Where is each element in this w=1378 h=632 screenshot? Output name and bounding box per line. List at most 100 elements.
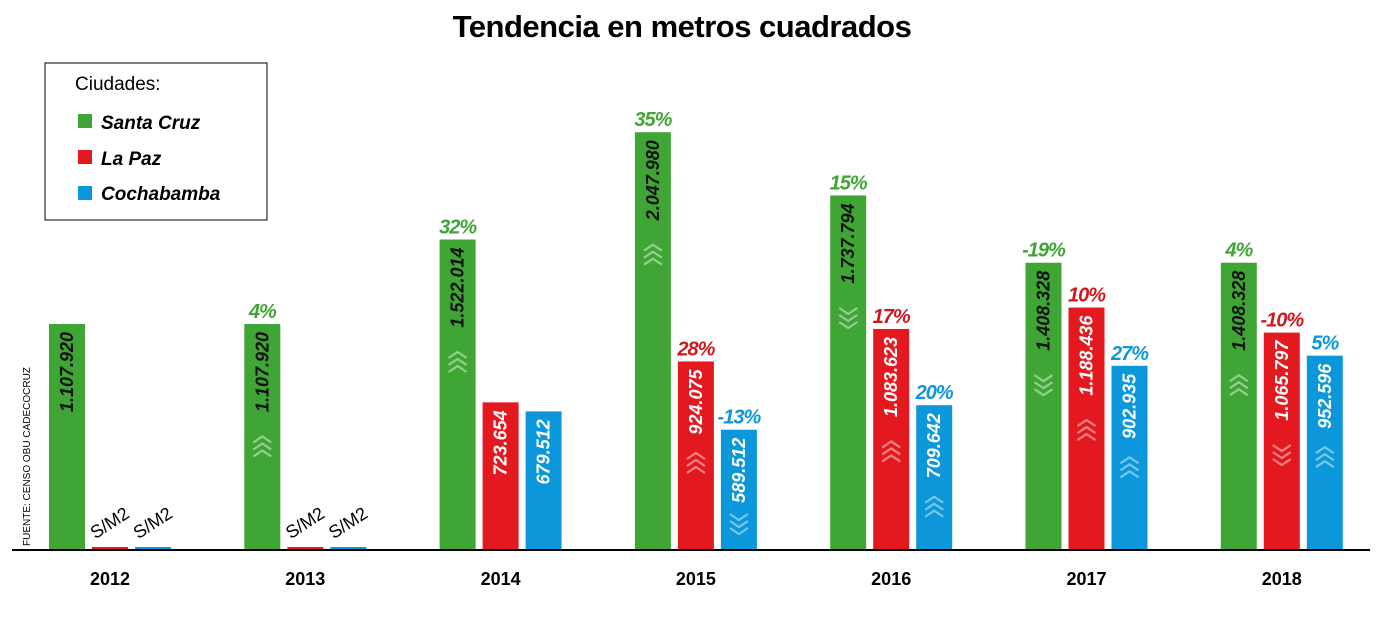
bar-santa-cruz-2016 (830, 195, 867, 550)
trend-up-chevron-icon (643, 250, 663, 259)
value-label: 902.935 (1120, 373, 1140, 439)
trend-down-chevron-icon (1272, 451, 1292, 460)
change-label: 27% (1110, 343, 1149, 365)
trend-up-chevron-icon (1076, 418, 1097, 427)
change-label: 15% (830, 172, 868, 194)
trend-up-chevron-icon (252, 449, 272, 458)
change-label: 17% (873, 306, 911, 328)
trend-up-chevron-icon (1315, 459, 1335, 469)
trend-down-chevron-icon (729, 527, 749, 536)
x-tick-label: 2018 (1262, 569, 1302, 589)
legend-label-la-paz: La Paz (101, 149, 162, 170)
bar-la-paz-2014 (482, 402, 519, 550)
change-label: 28% (676, 338, 715, 360)
no-data-label: S/M2 (282, 503, 328, 543)
trend-up-chevron-icon (1076, 432, 1097, 441)
change-label: 32% (439, 217, 477, 239)
no-data-label: S/M2 (325, 503, 371, 543)
bar-la-paz-2017 (1068, 307, 1105, 550)
change-label: -13% (718, 407, 762, 429)
bar-cochabamba-2014 (525, 411, 562, 550)
value-label: 1.737.794 (838, 203, 858, 283)
x-tick-label: 2015 (676, 569, 716, 589)
value-label: 1.083.623 (881, 337, 901, 417)
trend-down-chevron-icon (838, 321, 858, 330)
bars-layer: 1.107.920S/M2S/M21.107.9204%S/M2S/M21.52… (49, 109, 1343, 550)
value-label: 1.522.014 (448, 248, 468, 328)
x-tick-label: 2014 (481, 569, 521, 589)
trend-up-chevron-icon (1076, 425, 1097, 434)
trend-down-chevron-icon (1272, 458, 1292, 467)
legend-swatch-la-paz (78, 150, 92, 164)
change-label: 4% (1224, 240, 1253, 262)
trend-up-chevron-icon (881, 447, 901, 456)
bar-santa-cruz-2017 (1025, 262, 1062, 550)
trend-down-chevron-icon (838, 314, 858, 323)
trend-up-chevron-icon (924, 509, 944, 518)
bar-cochabamba-2018 (1306, 355, 1343, 550)
legend-label-cochabamba: Cochabamba (101, 184, 221, 205)
trend-down-chevron-icon (1033, 388, 1054, 397)
change-label: 35% (634, 109, 672, 131)
legend-title: Ciudades: (75, 74, 161, 95)
change-label: 10% (1068, 285, 1106, 307)
source-note: FUENTE: CENSO OBU CADECOCRUZ (22, 367, 33, 546)
bar-cochabamba-2013-placeholder (330, 547, 367, 550)
x-axis-labels: 2012 2013 2014 2015 2016 2017 2018 (90, 569, 1302, 589)
chart-title: Tendencia en metros cuadrados (453, 9, 912, 44)
bar-la-paz-2018 (1263, 332, 1300, 550)
trend-up-chevron-icon (1229, 380, 1249, 390)
value-label: 589.512 (729, 438, 749, 503)
value-label: 1.408.328 (1034, 271, 1054, 351)
change-label: -10% (1260, 310, 1304, 332)
trend-up-chevron-icon (1229, 373, 1249, 383)
trend-down-chevron-icon (1033, 374, 1054, 383)
trend-up-chevron-icon (686, 458, 706, 467)
trend-down-chevron-icon (838, 307, 858, 316)
bar-la-paz-2015 (677, 361, 714, 550)
trend-up-chevron-icon (252, 442, 272, 451)
value-label: 1.107.920 (57, 332, 77, 412)
legend-label-santa-cruz: Santa Cruz (101, 113, 201, 134)
legend-swatch-santa-cruz (78, 114, 92, 128)
trend-down-chevron-icon (729, 513, 749, 522)
trend-up-chevron-icon (924, 502, 944, 511)
legend: Ciudades: Santa Cruz La Paz Cochabamba (44, 62, 268, 221)
value-label: 952.596 (1315, 363, 1335, 429)
trend-up-chevron-icon (252, 435, 272, 444)
trend-down-chevron-icon (1272, 444, 1292, 453)
x-tick-label: 2012 (90, 569, 130, 589)
trend-up-chevron-icon (643, 257, 663, 266)
legend-swatch-cochabamba (78, 186, 92, 200)
trend-up-chevron-icon (881, 440, 901, 449)
no-data-label: S/M2 (87, 503, 133, 543)
bar-santa-cruz-2018 (1220, 262, 1257, 550)
value-label: 924.075 (686, 369, 706, 435)
trend-up-chevron-icon (1229, 387, 1249, 397)
value-label: 679.512 (534, 419, 554, 484)
trend-down-chevron-icon (1033, 381, 1054, 390)
no-data-label: S/M2 (130, 503, 176, 543)
bar-la-paz-2013-placeholder (287, 547, 324, 550)
value-label: 1.065.797 (1272, 340, 1292, 421)
bar-cochabamba-2016 (916, 405, 953, 550)
bar-la-paz-2016 (873, 328, 910, 550)
trend-up-chevron-icon (447, 350, 468, 359)
trend-up-chevron-icon (686, 465, 706, 474)
trend-up-chevron-icon (1315, 445, 1335, 455)
change-label: 4% (248, 301, 277, 323)
x-tick-label: 2017 (1066, 569, 1106, 589)
bar-cochabamba-2015 (720, 429, 757, 550)
trend-up-chevron-icon (447, 357, 468, 366)
trend-up-chevron-icon (1119, 462, 1140, 472)
bar-santa-cruz-2014 (439, 239, 476, 550)
trend-up-chevron-icon (686, 451, 706, 460)
x-tick-label: 2016 (871, 569, 911, 589)
bar-santa-cruz-2015 (634, 132, 671, 550)
change-label: 5% (1311, 333, 1339, 355)
value-label: 709.642 (924, 413, 944, 478)
trend-up-chevron-icon (1315, 452, 1335, 462)
value-label: 1.107.920 (252, 332, 272, 412)
trend-up-chevron-icon (924, 495, 944, 504)
